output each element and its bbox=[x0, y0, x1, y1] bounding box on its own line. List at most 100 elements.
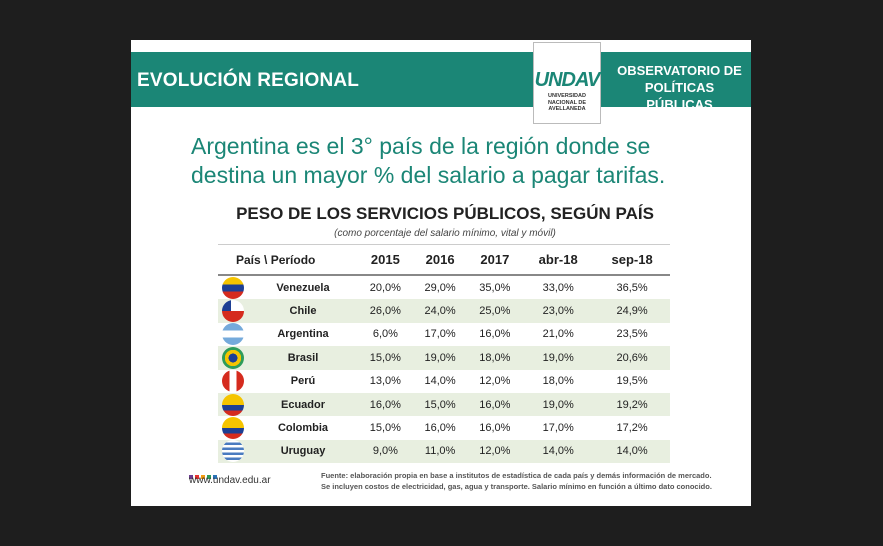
column-header: 2015 bbox=[358, 244, 413, 276]
country-name: Colombia bbox=[277, 422, 329, 435]
country-flag-icon bbox=[222, 323, 244, 346]
flag-cell bbox=[218, 370, 248, 393]
section-title: EVOLUCIÓN REGIONAL bbox=[137, 70, 360, 91]
table-cell: 14,0% bbox=[522, 439, 595, 464]
table-cell: 11,0% bbox=[412, 439, 468, 464]
slide: EVOLUCIÓN REGIONAL UNDAV UNIVERSIDAD NAC… bbox=[131, 40, 751, 506]
country-name: Chile bbox=[248, 299, 358, 323]
table-cell: 26,0% bbox=[358, 299, 413, 323]
flag-cell bbox=[218, 346, 248, 370]
table-row: Colombia 15,0% 16,0% 16,0% 17,0% 17,2% bbox=[218, 416, 670, 440]
country-flag-icon bbox=[222, 393, 244, 416]
table-cell: 9,0% bbox=[358, 439, 413, 464]
brand-dot bbox=[189, 475, 193, 479]
table-cell: 36,5% bbox=[616, 281, 648, 294]
table-header-row: País \ Período 2015 2016 2017 abr-18 sep… bbox=[218, 244, 670, 276]
table-cell: 17,0% bbox=[424, 328, 456, 341]
table-cell: 20,0% bbox=[369, 281, 401, 294]
table-cell: 12,0% bbox=[467, 439, 523, 464]
undav-logo: UNDAV UNIVERSIDAD NACIONAL DE AVELLANEDA bbox=[533, 42, 601, 124]
table-cell: 23,5% bbox=[616, 328, 648, 341]
headline-line2: destina un mayor % del salario a pagar t… bbox=[191, 162, 666, 188]
table-cell: 14,0% bbox=[424, 375, 456, 388]
table-subtitle: (como porcentaje del salario mínimo, vit… bbox=[334, 228, 556, 239]
country-name: Ecuador bbox=[248, 392, 358, 417]
brand-dot bbox=[213, 475, 217, 479]
footer-url: www.undav.edu.ar bbox=[189, 475, 271, 486]
flag-cell bbox=[218, 299, 248, 323]
table-cell: 13,0% bbox=[369, 375, 401, 388]
table-cell: 15,0% bbox=[358, 346, 413, 370]
table-row: Venezuela 20,0% 29,0% 35,0% 33,0% 36,5% bbox=[218, 275, 670, 299]
table-cell: 14,0% bbox=[594, 439, 670, 464]
country-flag-icon bbox=[222, 346, 244, 369]
table-cell: 19,5% bbox=[616, 375, 648, 388]
flag-cell bbox=[218, 439, 248, 464]
country-flag-icon bbox=[222, 440, 244, 463]
headline-line1: Argentina es el 3° país de la región don… bbox=[191, 133, 651, 159]
table-cell: 19,0% bbox=[522, 346, 595, 370]
table-cell: 17,2% bbox=[616, 422, 648, 435]
flag-cell bbox=[218, 323, 248, 346]
country-name: Argentina bbox=[277, 328, 329, 341]
logo-subtitle: UNIVERSIDAD NACIONAL DE AVELLANEDA bbox=[547, 93, 587, 112]
brand-dot bbox=[207, 475, 211, 479]
observatorio-line1: OBSERVATORIO DE bbox=[617, 63, 742, 78]
table-cell: 24,0% bbox=[412, 299, 468, 323]
table-cell: 19,0% bbox=[522, 392, 595, 417]
table-row: Argentina 6,0% 17,0% 16,0% 21,0% 23,5% bbox=[218, 323, 670, 346]
table-cell: 18,0% bbox=[542, 375, 574, 388]
table-cell: 33,0% bbox=[542, 281, 574, 294]
table-row: Chile 26,0% 24,0% 25,0% 23,0% 24,9% bbox=[218, 299, 670, 323]
table-cell: 15,0% bbox=[412, 392, 468, 417]
country-flag-icon bbox=[222, 370, 244, 393]
header-band bbox=[131, 52, 751, 107]
brand-dot bbox=[195, 475, 199, 479]
flag-cell bbox=[218, 275, 248, 299]
brand-dots bbox=[189, 466, 219, 484]
table-row: Uruguay 9,0% 11,0% 12,0% 14,0% 14,0% bbox=[218, 439, 670, 464]
table-cell: 16,0% bbox=[358, 392, 413, 417]
table-row: Brasil 15,0% 19,0% 18,0% 19,0% 20,6% bbox=[218, 346, 670, 370]
source-note: Fuente: elaboración propia en base a ins… bbox=[321, 470, 741, 492]
logo-text: UNDAV bbox=[534, 69, 601, 91]
column-header: abr-18 bbox=[522, 244, 595, 276]
country-name: Brasil bbox=[248, 346, 358, 370]
data-table-section: PESO DE LOS SERVICIOS PÚBLICOS, SEGÚN PA… bbox=[218, 198, 672, 464]
table-title: PESO DE LOS SERVICIOS PÚBLICOS, SEGÚN PA… bbox=[236, 204, 654, 223]
source-line1: Fuente: elaboración propia en base a ins… bbox=[321, 471, 712, 480]
table-cell: 17,0% bbox=[542, 422, 574, 435]
column-header: sep-18 bbox=[594, 244, 670, 276]
column-header: País \ Período bbox=[218, 244, 358, 276]
country-flag-icon bbox=[222, 276, 244, 299]
table-cell: 19,0% bbox=[412, 346, 468, 370]
country-name: Uruguay bbox=[248, 439, 358, 464]
source-line2: Se incluyen costos de electricidad, gas,… bbox=[321, 482, 712, 491]
table-cell: 29,0% bbox=[424, 281, 456, 294]
table-cell: 16,0% bbox=[467, 392, 523, 417]
table-cell: 23,0% bbox=[522, 299, 595, 323]
observatorio-label: OBSERVATORIO DE POLÍTICAS PÚBLICAS bbox=[613, 62, 746, 113]
table-cell: 21,0% bbox=[542, 328, 574, 341]
country-flag-icon bbox=[222, 417, 244, 440]
brand-dot bbox=[201, 475, 205, 479]
table-cell: 25,0% bbox=[467, 299, 523, 323]
table-cell: 18,0% bbox=[467, 346, 523, 370]
table-row: Perú 13,0% 14,0% 12,0% 18,0% 19,5% bbox=[218, 370, 670, 393]
headline: Argentina es el 3° país de la región don… bbox=[191, 132, 731, 190]
country-name: Perú bbox=[290, 375, 316, 388]
column-header: 2017 bbox=[467, 244, 523, 276]
data-table: País \ Período 2015 2016 2017 abr-18 sep… bbox=[218, 244, 670, 464]
table-cell: 16,0% bbox=[424, 422, 456, 435]
table-cell: 20,6% bbox=[594, 346, 670, 370]
country-name: Venezuela bbox=[276, 281, 330, 294]
country-flag-icon bbox=[222, 300, 244, 323]
table-cell: 35,0% bbox=[479, 281, 511, 294]
flag-cell bbox=[218, 392, 248, 417]
table-cell: 16,0% bbox=[479, 422, 511, 435]
table-cell: 6,0% bbox=[372, 328, 398, 341]
column-header: 2016 bbox=[412, 244, 468, 276]
table-cell: 16,0% bbox=[479, 328, 511, 341]
table-row: Ecuador 16,0% 15,0% 16,0% 19,0% 19,2% bbox=[218, 392, 670, 417]
table-cell: 19,2% bbox=[594, 392, 670, 417]
